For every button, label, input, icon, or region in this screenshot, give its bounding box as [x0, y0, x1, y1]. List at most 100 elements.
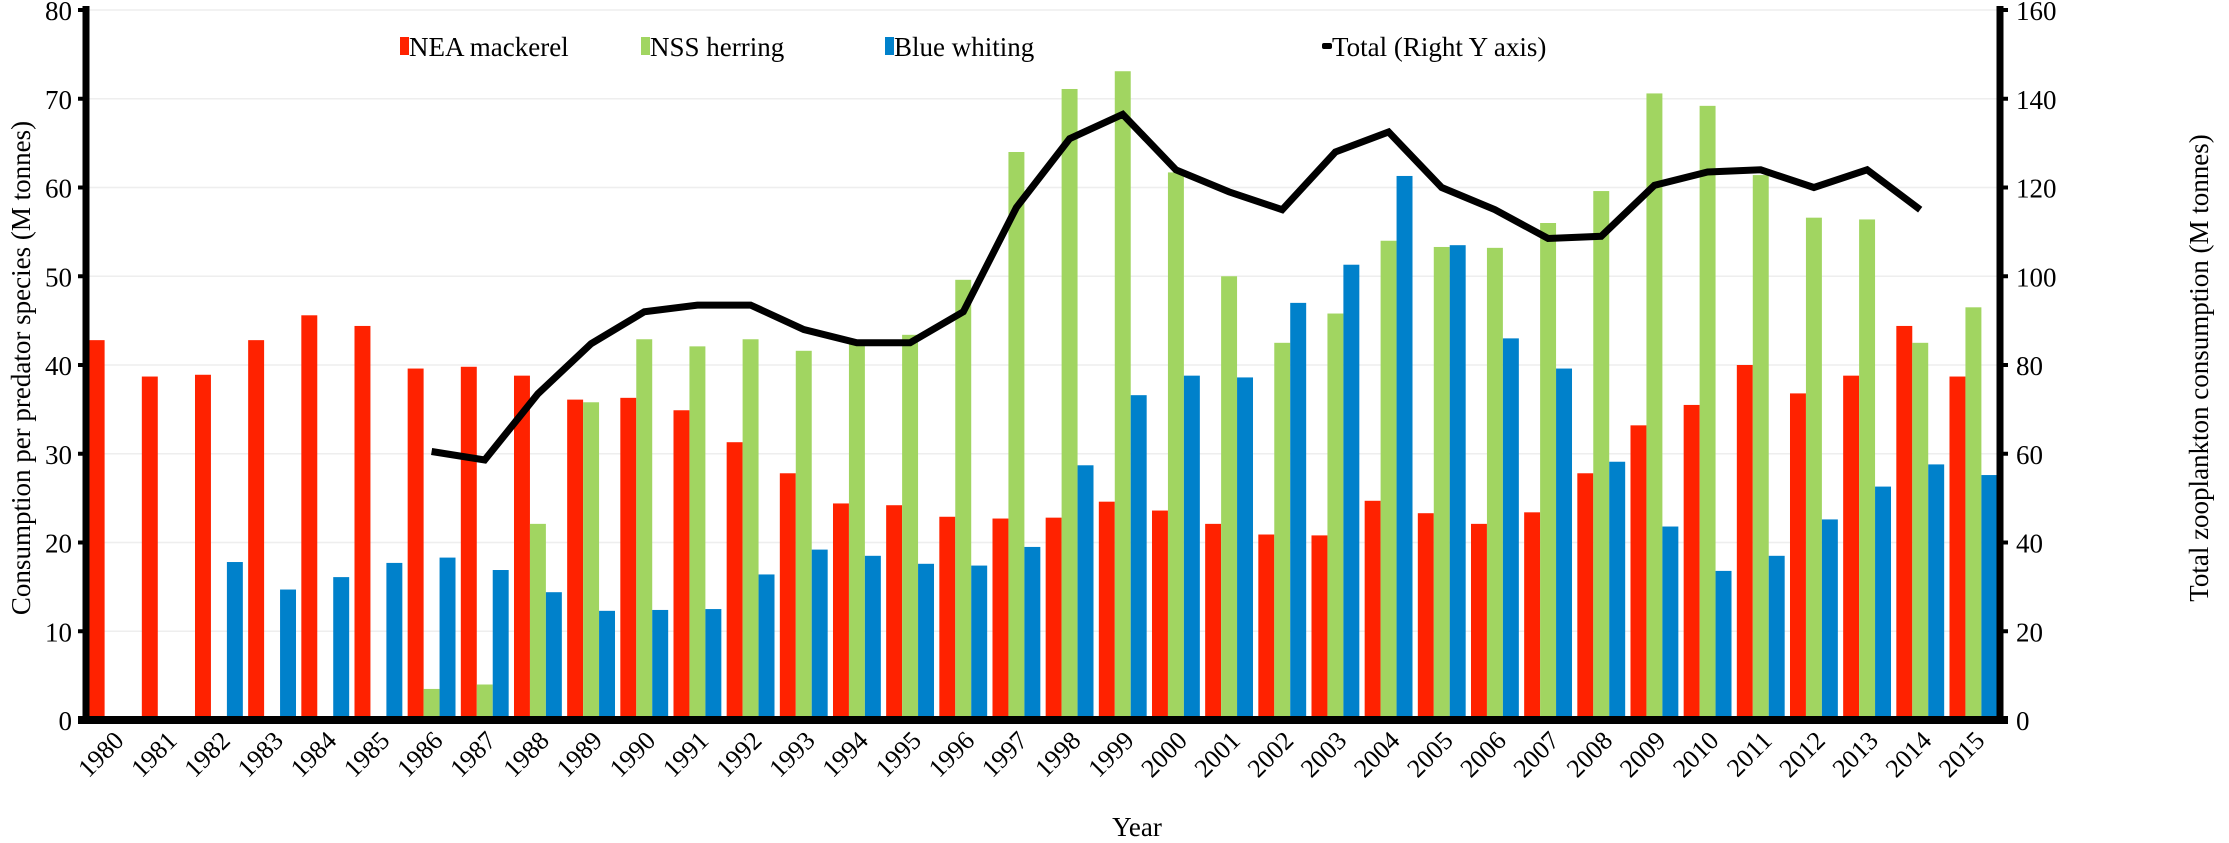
- right-tick-label: 80: [2016, 351, 2043, 381]
- bar-nea-mackerel: [1949, 376, 1966, 720]
- bar-blue-whiting: [280, 589, 297, 720]
- bar-blue-whiting: [1077, 465, 1094, 720]
- bar-blue-whiting: [1715, 570, 1732, 720]
- bar-nss-herring: [1805, 217, 1822, 721]
- bar-nea-mackerel: [1896, 325, 1913, 720]
- bar-blue-whiting: [1662, 526, 1679, 720]
- legend-swatch-nss-herring: [641, 37, 650, 55]
- x-tick-label: 1997: [976, 726, 1033, 783]
- x-tick-label: 1996: [923, 726, 980, 783]
- right-tick-label: 60: [2016, 440, 2043, 470]
- bar-blue-whiting: [1875, 486, 1892, 720]
- right-tick-label: 100: [2016, 262, 2057, 292]
- bar-nss-herring: [1221, 276, 1238, 720]
- x-tick-label: 2012: [1774, 726, 1831, 783]
- bar-blue-whiting: [1024, 546, 1041, 720]
- bar-nea-mackerel: [620, 397, 637, 720]
- bar-nea-mackerel: [939, 516, 956, 720]
- gridlines: [86, 9, 2000, 632]
- axes: [78, 6, 2008, 724]
- bar-nss-herring: [955, 279, 972, 720]
- bar-blue-whiting: [971, 565, 988, 720]
- left-tick-label: 60: [45, 174, 72, 204]
- bar-blue-whiting: [918, 563, 935, 720]
- right-y-ticks: 0 20 40 60 80 100 120 140 160: [2016, 0, 2057, 736]
- left-tick-label: 70: [45, 85, 72, 115]
- bar-nea-mackerel: [460, 366, 477, 720]
- bar-nss-herring: [423, 688, 440, 720]
- bar-nss-herring: [1912, 342, 1929, 720]
- bar-nea-mackerel: [1151, 510, 1168, 720]
- bar-nss-herring: [1486, 247, 1503, 720]
- bar-blue-whiting: [1237, 377, 1254, 720]
- bar-nea-mackerel: [301, 315, 318, 720]
- bar-blue-whiting: [333, 577, 350, 720]
- bar-nea-mackerel: [513, 375, 530, 720]
- bar-nea-mackerel: [886, 505, 903, 720]
- x-tick-label: 1995: [870, 726, 927, 783]
- bar-nss-herring: [1061, 88, 1078, 721]
- x-tick-label: 2001: [1189, 726, 1246, 783]
- x-axis-title: Year: [1112, 812, 1162, 842]
- legend-item-nss-herring: NSS herring: [641, 32, 784, 62]
- bar-nss-herring: [529, 523, 546, 720]
- bar-nss-herring: [902, 334, 919, 720]
- x-tick-label: 2006: [1455, 726, 1512, 783]
- x-tick-label: 1980: [72, 726, 129, 783]
- line-total: [431, 110, 1923, 464]
- bar-nea-mackerel: [673, 410, 690, 720]
- bar-blue-whiting: [1449, 245, 1466, 720]
- left-tick-label: 30: [45, 440, 72, 470]
- bar-nea-mackerel: [1630, 425, 1647, 720]
- bar-blue-whiting: [1821, 519, 1838, 720]
- bar-blue-whiting: [1609, 461, 1626, 720]
- legend-label-total: Total (Right Y axis): [1332, 32, 1546, 62]
- x-tick-label: 1994: [817, 726, 874, 783]
- bar-nea-mackerel: [194, 374, 211, 720]
- right-tick-label: 0: [2016, 706, 2030, 736]
- bar-nss-herring: [1859, 219, 1876, 720]
- bar-blue-whiting: [1290, 302, 1307, 720]
- bar-blue-whiting: [758, 574, 775, 720]
- bar-blue-whiting: [811, 549, 828, 720]
- x-tick-label: 1986: [391, 726, 448, 783]
- bar-nss-herring: [636, 339, 653, 720]
- right-tick-label: 140: [2016, 85, 2057, 115]
- bar-nea-mackerel: [1843, 375, 1860, 720]
- right-tick-label: 120: [2016, 174, 2057, 204]
- bar-nss-herring: [1327, 313, 1344, 720]
- x-tick-label: 2014: [1880, 726, 1937, 783]
- bar-nss-herring: [1593, 191, 1610, 721]
- x-tick-label: 2000: [1136, 726, 1193, 783]
- legend-swatch-blue-whiting: [885, 37, 894, 55]
- bar-nea-mackerel: [354, 325, 371, 720]
- x-tick-label: 2013: [1827, 726, 1884, 783]
- x-tick-label: 1990: [604, 726, 661, 783]
- bar-nea-mackerel: [832, 503, 849, 720]
- left-tick-label: 20: [45, 529, 72, 559]
- bar-nea-mackerel: [1577, 473, 1594, 720]
- right-tick-label: 20: [2016, 617, 2043, 647]
- left-tick-label: 10: [45, 617, 72, 647]
- bar-nea-mackerel: [407, 368, 424, 720]
- bar-nss-herring: [1752, 175, 1769, 720]
- x-tick-label: 2008: [1561, 726, 1618, 783]
- x-tick-label: 2005: [1401, 726, 1458, 783]
- x-tick-label: 2003: [1295, 726, 1352, 783]
- bar-blue-whiting: [439, 557, 456, 720]
- left-tick-label: 80: [45, 0, 72, 26]
- bar-blue-whiting: [545, 592, 562, 720]
- bar-blue-whiting: [599, 610, 616, 720]
- bar-nea-mackerel: [1098, 501, 1115, 720]
- legend-item-total: Total (Right Y axis): [1322, 32, 1546, 62]
- bar-nea-mackerel: [1258, 534, 1275, 720]
- x-tick-label: 2010: [1667, 726, 1724, 783]
- bar-blue-whiting: [705, 609, 722, 720]
- legend-label-nea-mackerel: NEA mackerel: [409, 32, 569, 62]
- bar-blue-whiting: [1343, 264, 1360, 720]
- right-tick-label: 40: [2016, 529, 2043, 559]
- x-tick-label: 2004: [1348, 726, 1405, 783]
- legend-swatch-total: [1322, 43, 1332, 49]
- bar-nss-herring: [583, 402, 600, 720]
